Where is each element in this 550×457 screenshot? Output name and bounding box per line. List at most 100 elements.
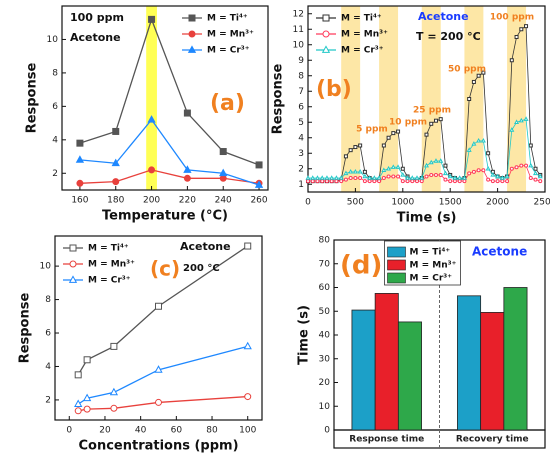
marker [358, 143, 363, 148]
marker [69, 244, 77, 252]
marker [391, 131, 396, 136]
marker [357, 169, 363, 174]
marker [500, 179, 505, 184]
marker [400, 179, 405, 184]
x-tick-label: 40 [135, 426, 147, 436]
x-axis-label: Temperature (°C) [102, 209, 228, 224]
marker [537, 173, 543, 179]
marker [69, 260, 77, 268]
marker [188, 14, 196, 22]
legend-label: M = Mn³⁺ [410, 261, 457, 271]
bar [503, 287, 528, 431]
marker [424, 132, 429, 137]
marker [533, 166, 538, 171]
marker [424, 174, 429, 179]
marker [509, 166, 514, 171]
y-tick-label: 6 [52, 102, 58, 112]
y-tick-label: 9 [298, 56, 304, 66]
marker [183, 109, 191, 117]
marker [514, 165, 519, 170]
marker [528, 176, 533, 181]
series-line [79, 169, 260, 184]
marker [447, 173, 453, 179]
marker [110, 404, 118, 412]
annotation: 5 ppm [356, 125, 388, 135]
marker [111, 158, 120, 167]
y-tick-label: 6 [45, 329, 51, 339]
marker [424, 162, 429, 168]
marker [333, 175, 339, 180]
marker [509, 58, 514, 63]
marker [438, 158, 444, 163]
bar [374, 293, 399, 431]
marker [486, 177, 491, 182]
legend-label: M = Ti⁴⁺ [410, 248, 451, 258]
marker [519, 163, 524, 168]
marker [358, 176, 363, 181]
marker [528, 143, 533, 148]
x-tick-label: 80 [206, 426, 218, 436]
legend-label: M = Cr³⁺ [341, 46, 384, 56]
y-tick-label: 40 [319, 331, 331, 341]
marker [187, 45, 197, 53]
marker [324, 179, 329, 184]
y-axis-label: Time (s) [297, 305, 312, 365]
x-tick-label: 2500 [534, 198, 550, 208]
x-tick-label: Recovery time [456, 435, 529, 445]
highlight-band [464, 6, 484, 192]
marker [395, 164, 401, 169]
marker [415, 179, 420, 184]
x-tick-label: 1500 [439, 198, 462, 208]
x-axis-label: Time (s) [397, 211, 457, 226]
marker [428, 159, 434, 165]
bar [457, 295, 482, 431]
y-tick-label: 8 [298, 71, 304, 81]
marker [538, 179, 543, 184]
legend-label: M = Ti⁴⁺ [88, 244, 129, 254]
marker [324, 175, 330, 180]
annotation: Acetone [180, 240, 231, 253]
marker [244, 393, 252, 401]
marker [148, 15, 156, 23]
y-tick-label: 0 [324, 426, 330, 436]
marker [524, 163, 529, 168]
marker [348, 176, 353, 181]
x-tick-label: Response time [349, 435, 424, 445]
plot-frame [54, 235, 263, 421]
y-tick-label: 12 [293, 9, 304, 19]
marker [219, 168, 228, 177]
y-tick-label: 11 [293, 25, 304, 35]
marker [466, 147, 472, 152]
marker [243, 341, 252, 350]
marker [448, 179, 453, 184]
marker [154, 365, 163, 373]
y-axis-label: Response [271, 64, 286, 135]
marker [433, 118, 438, 123]
annotation: (c) [150, 257, 180, 281]
marker [76, 139, 84, 147]
marker [405, 175, 411, 180]
marker [490, 179, 495, 184]
y-tick-label: 60 [319, 283, 331, 293]
marker [452, 175, 458, 180]
annotation: (a) [210, 91, 245, 116]
marker [471, 169, 476, 174]
marker [452, 179, 457, 184]
marker [74, 371, 82, 379]
marker [400, 172, 406, 177]
marker [443, 177, 448, 182]
y-tick-label: 10 [319, 402, 331, 412]
marker [381, 167, 387, 172]
marker [433, 172, 438, 177]
marker [371, 175, 377, 180]
y-tick-label: 4 [298, 133, 304, 143]
marker [305, 175, 311, 180]
x-tick-label: 2000 [486, 198, 509, 208]
plot-frame [61, 5, 269, 191]
y-tick-label: 7 [298, 87, 304, 97]
marker [438, 172, 443, 177]
marker [381, 176, 386, 181]
marker [322, 30, 330, 38]
annotation: Acetone [472, 245, 527, 259]
series-line [78, 395, 248, 412]
